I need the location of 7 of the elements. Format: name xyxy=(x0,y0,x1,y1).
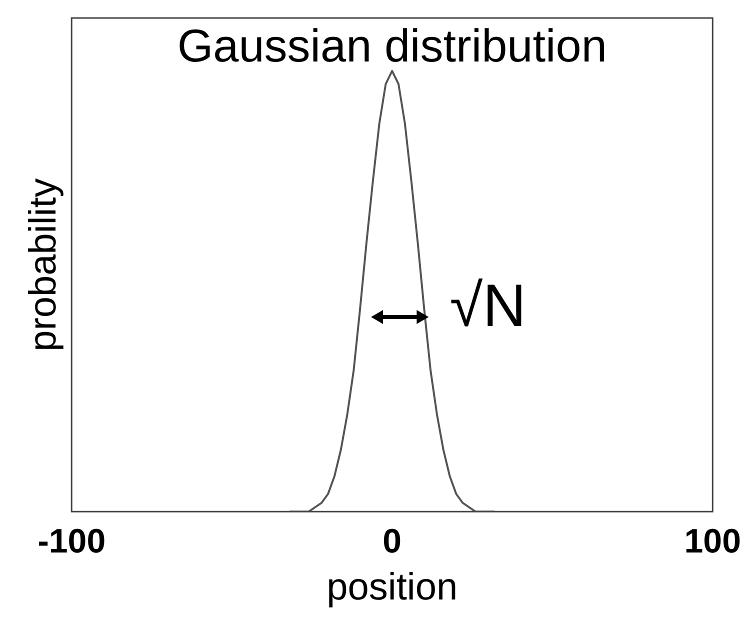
x-tick-label: -100 xyxy=(38,522,106,560)
y-axis-title: probability xyxy=(22,178,64,352)
x-tick-label: 100 xyxy=(684,522,742,560)
annotation: √N xyxy=(450,272,526,339)
x-tick-label: 0 xyxy=(382,522,402,560)
chart-title: Gaussian distribution xyxy=(177,20,607,72)
x-axis-title: position xyxy=(326,566,458,609)
